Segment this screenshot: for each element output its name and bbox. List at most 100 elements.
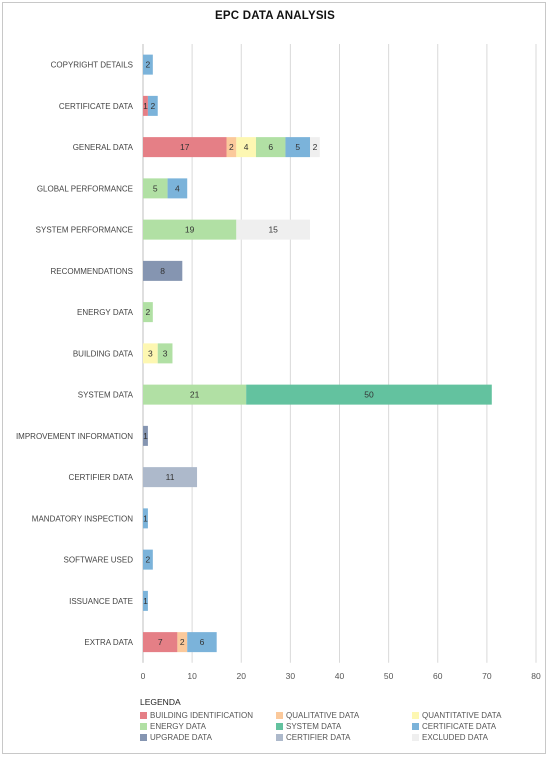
legend-label: SYSTEM DATA <box>286 722 342 731</box>
x-tick-label: 20 <box>237 671 247 681</box>
data-label: 2 <box>146 60 151 70</box>
data-label: 5 <box>295 142 300 152</box>
legend-label: UPGRADE DATA <box>150 733 212 742</box>
data-label: 2 <box>313 142 318 152</box>
category-label: ENERGY DATA <box>77 308 134 317</box>
data-label: 6 <box>200 637 205 647</box>
bar-segment <box>246 384 492 405</box>
data-label: 1 <box>143 101 148 111</box>
x-tick-label: 10 <box>187 671 197 681</box>
legend-swatch <box>276 723 283 730</box>
data-label: 2 <box>180 637 185 647</box>
bar-segment <box>147 95 158 116</box>
data-label: 15 <box>268 225 278 235</box>
data-label: 1 <box>143 596 148 606</box>
legend-item: EXCLUDED DATA <box>412 733 488 742</box>
bar-segment <box>143 137 227 158</box>
bar-segment <box>167 178 188 199</box>
bar-segment <box>143 549 153 570</box>
data-label: 2 <box>229 142 234 152</box>
legend-label: CERTIFIER DATA <box>286 733 351 742</box>
bar-segment <box>143 590 148 611</box>
category-label: GLOBAL PERFORMANCE <box>37 184 133 193</box>
legend-label: ENERGY DATA <box>150 722 207 731</box>
legend-label: EXCLUDED DATA <box>422 733 488 742</box>
bar-segment <box>310 137 320 158</box>
bar-segment <box>143 508 148 529</box>
category-label: IMPROVEMENT INFORMATION <box>16 432 133 441</box>
category-label: COPYRIGHT DETAILS <box>51 61 133 70</box>
chart-title: EPC DATA ANALYSIS <box>215 10 335 22</box>
legend-label: QUANTITATIVE DATA <box>422 711 502 720</box>
bar-segment <box>143 260 183 281</box>
data-label: 2 <box>146 307 151 317</box>
data-label: 2 <box>146 555 151 565</box>
data-label: 21 <box>190 390 200 400</box>
category-label: SOFTWARE USED <box>64 556 134 565</box>
bar-segment <box>143 54 153 75</box>
bar-segment <box>157 343 173 364</box>
bar-segment <box>143 178 168 199</box>
legend-item: SYSTEM DATA <box>276 722 341 731</box>
data-label: 7 <box>158 637 163 647</box>
data-label: 50 <box>364 390 374 400</box>
legend-swatch <box>412 723 419 730</box>
data-label: 3 <box>163 348 168 358</box>
bar-segment <box>143 219 237 240</box>
legend-label: BUILDING IDENTIFICATION <box>150 711 253 720</box>
data-label: 11 <box>166 472 175 482</box>
x-tick-label: 80 <box>531 671 541 681</box>
legend-swatch <box>412 712 419 719</box>
category-label: RECOMMENDATIONS <box>50 267 133 276</box>
category-label: CERTIFICATE DATA <box>59 102 134 111</box>
category-label: MANDATORY INSPECTION <box>32 514 133 523</box>
legend-item: CERTIFICATE DATA <box>412 722 496 731</box>
bar-segment <box>143 343 158 364</box>
x-tick-label: 50 <box>384 671 394 681</box>
legend-swatch <box>140 723 147 730</box>
category-label: CERTIFIER DATA <box>69 473 134 482</box>
legend-label: CERTIFICATE DATA <box>422 722 497 731</box>
bar-segment <box>236 219 311 240</box>
bar-segment <box>143 425 148 446</box>
x-tick-label: 60 <box>433 671 443 681</box>
bar-segment <box>226 137 237 158</box>
legend-item: ENERGY DATA <box>140 722 206 731</box>
data-label: 4 <box>244 142 249 152</box>
legend-swatch <box>276 712 283 719</box>
bar-segment <box>255 137 286 158</box>
bar-segment <box>187 632 217 653</box>
legend-swatch <box>412 734 419 741</box>
data-label: 6 <box>268 142 273 152</box>
data-label: 5 <box>153 183 158 193</box>
x-tick-label: 70 <box>482 671 492 681</box>
legend-title: LEGENDA <box>140 697 181 707</box>
bar-segment <box>143 302 153 323</box>
data-label: 4 <box>175 183 180 193</box>
bar-segment <box>143 632 178 653</box>
legend-swatch <box>140 712 147 719</box>
data-label: 2 <box>150 101 155 111</box>
bar-segment <box>143 95 148 116</box>
legend-item: UPGRADE DATA <box>140 733 212 742</box>
x-tick-label: 30 <box>286 671 296 681</box>
data-label: 1 <box>143 513 148 523</box>
legend-item: BUILDING IDENTIFICATION <box>140 711 253 720</box>
bar-segment <box>177 632 188 653</box>
legend-item: QUALITATIVE DATA <box>276 711 359 720</box>
legend-label: QUALITATIVE DATA <box>286 711 360 720</box>
legend-item: CERTIFIER DATA <box>276 733 350 742</box>
category-label: GENERAL DATA <box>73 143 134 152</box>
data-label: 17 <box>180 142 190 152</box>
bar-segment <box>143 384 247 405</box>
category-label: SYSTEM DATA <box>78 391 134 400</box>
chart-plot: 0 10 20 30 40 50 60 70 80 COPYRIGHT DETAILS 2 CERTI… <box>16 44 541 681</box>
x-tick-label: 40 <box>335 671 345 681</box>
data-label: 8 <box>160 266 165 276</box>
bar-segment <box>143 467 198 488</box>
data-label: 3 <box>148 348 153 358</box>
category-label: BUILDING DATA <box>73 349 134 358</box>
bar-segment <box>285 137 311 158</box>
bar-segment <box>236 137 256 158</box>
